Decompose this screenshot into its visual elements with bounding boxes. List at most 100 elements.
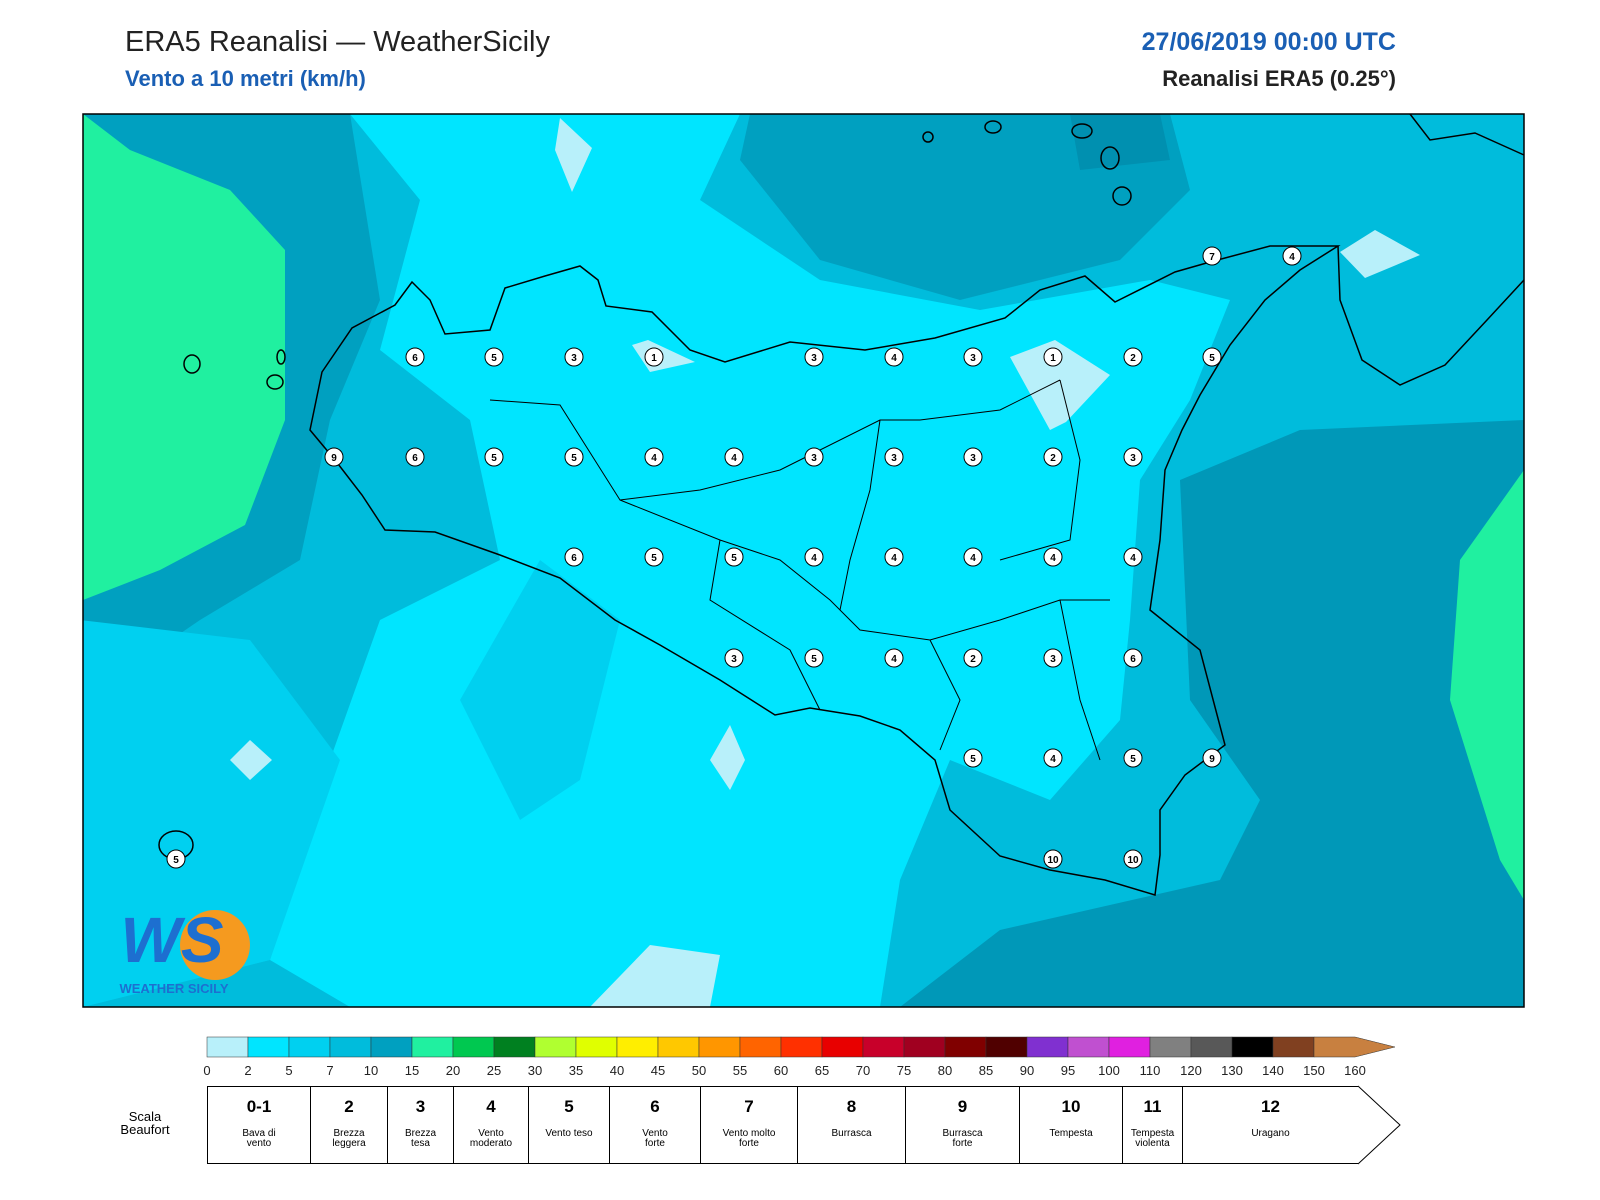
station-value: 4 <box>1130 553 1136 564</box>
colorbar-tick-label: 60 <box>774 1063 788 1078</box>
colorbar-tick-label: 50 <box>692 1063 706 1078</box>
colorbar-segment <box>657 1036 700 1058</box>
logo-name: WEATHER SICILY <box>119 981 228 996</box>
beaufort-force: 11 <box>1143 1097 1162 1116</box>
station-marker <box>884 347 904 367</box>
colorbar-tick-label: 130 <box>1221 1063 1243 1078</box>
beaufort-name: Burrasca <box>831 1128 872 1139</box>
station-value: 5 <box>731 553 737 564</box>
colorbar-tick-label: 160 <box>1344 1063 1366 1078</box>
station-marker <box>963 748 983 768</box>
colorbar-tick-label: 15 <box>405 1063 419 1078</box>
colorbar-tick-label: 65 <box>815 1063 829 1078</box>
colorbar-segment <box>780 1036 823 1058</box>
colorbar-segment <box>370 1036 413 1058</box>
colorbar-tick-label: 55 <box>733 1063 747 1078</box>
beaufort-name: Burrasca forte <box>942 1128 983 1149</box>
field-zone <box>900 420 1524 1007</box>
beaufort-class: 4 Vento moderato <box>453 1086 528 1164</box>
station-marker <box>166 849 186 869</box>
colorbar-tick-label: 5 <box>285 1063 292 1078</box>
station-value: 6 <box>571 553 577 564</box>
station-marker <box>724 547 744 567</box>
beaufort-name: Tempesta violenta <box>1130 1128 1175 1149</box>
colorbar-segment <box>206 1036 249 1058</box>
station-marker <box>804 447 824 467</box>
station-marker <box>1202 246 1222 266</box>
colorbar-segment <box>1149 1036 1192 1058</box>
beaufort-force: 6 <box>650 1097 660 1116</box>
beaufort-name: Tempesta <box>1049 1128 1093 1139</box>
station-marker <box>1043 648 1063 668</box>
station-value: 10 <box>1127 855 1139 866</box>
colorbar-tick-label: 90 <box>1020 1063 1034 1078</box>
station-marker <box>963 547 983 567</box>
beaufort-name: Brezza tesa <box>404 1128 437 1149</box>
island <box>276 349 286 365</box>
colorbar-tick-label: 30 <box>528 1063 542 1078</box>
colorbar-segment <box>452 1036 495 1058</box>
station-marker <box>644 347 664 367</box>
station-value: 5 <box>1209 353 1215 364</box>
colorbar-tick-label: 70 <box>856 1063 870 1078</box>
station-marker <box>564 347 584 367</box>
beaufort-name: Vento teso <box>545 1128 593 1139</box>
station-value: 3 <box>970 353 976 364</box>
station-value: 10 <box>1047 855 1059 866</box>
beaufort-class: 0-1 Bava di vento <box>207 1086 310 1164</box>
colorbar-tick-label: 20 <box>446 1063 460 1078</box>
station-marker <box>1282 246 1302 266</box>
beaufort-class: 12 Uragano <box>1182 1086 1358 1164</box>
station-value: 5 <box>173 855 179 866</box>
beaufort-class: 8 Burrasca <box>797 1086 905 1164</box>
colorbar-segment <box>821 1036 864 1058</box>
date: 27/06/2019 00:00 UTC <box>1141 28 1396 56</box>
station-value: 2 <box>1050 453 1056 464</box>
station-marker <box>564 447 584 467</box>
station-value: 5 <box>970 754 976 765</box>
station-marker <box>963 347 983 367</box>
colorbar-segment <box>288 1036 331 1058</box>
station-marker <box>884 447 904 467</box>
station-value: 6 <box>412 453 418 464</box>
logo: WS WEATHER SICILY <box>119 904 250 996</box>
station-value: 3 <box>811 353 817 364</box>
station-marker <box>1123 347 1143 367</box>
colorbar-tick-label: 140 <box>1262 1063 1284 1078</box>
station-value: 6 <box>1130 654 1136 665</box>
title: ERA5 Reanalisi — WeatherSicily <box>125 26 550 58</box>
station-value: 4 <box>891 553 897 564</box>
colorbar-segment <box>1108 1036 1151 1058</box>
station-value: 4 <box>970 553 976 564</box>
station-value: 5 <box>651 553 657 564</box>
beaufort-force: 7 <box>744 1097 754 1116</box>
beaufort-class: 5 Vento teso <box>528 1086 609 1164</box>
wind-field <box>83 114 1524 1007</box>
field-zone <box>460 560 620 820</box>
island <box>1112 186 1132 206</box>
colorbar-segment <box>575 1036 618 1058</box>
beaufort-force: 3 <box>415 1097 426 1116</box>
source: Reanalisi ERA5 (0.25°) <box>1162 66 1396 91</box>
colorbar-segment <box>1272 1036 1315 1058</box>
station-marker <box>724 447 744 467</box>
colorbar-segment <box>944 1036 987 1058</box>
calabria-coast <box>1337 113 1525 386</box>
beaufort-class: 7 Vento molto forte <box>700 1086 797 1164</box>
colorbar-tick-label: 150 <box>1303 1063 1325 1078</box>
island <box>1100 146 1120 170</box>
coastline <box>158 113 1525 896</box>
beaufort-force: 2 <box>344 1097 354 1116</box>
beaufort-force: 0-1 <box>246 1097 272 1116</box>
sicily-coast <box>309 245 1341 896</box>
island <box>266 374 284 390</box>
station-value: 4 <box>891 353 897 364</box>
station-value: 2 <box>970 654 976 665</box>
station-marker <box>1123 849 1143 869</box>
beaufort-label: Scala Beaufort <box>120 1109 170 1137</box>
station-value: 4 <box>1289 252 1295 263</box>
station-marker <box>804 347 824 367</box>
island <box>984 120 1002 134</box>
colorbar-segment <box>1026 1036 1069 1058</box>
station-value: 3 <box>571 353 577 364</box>
